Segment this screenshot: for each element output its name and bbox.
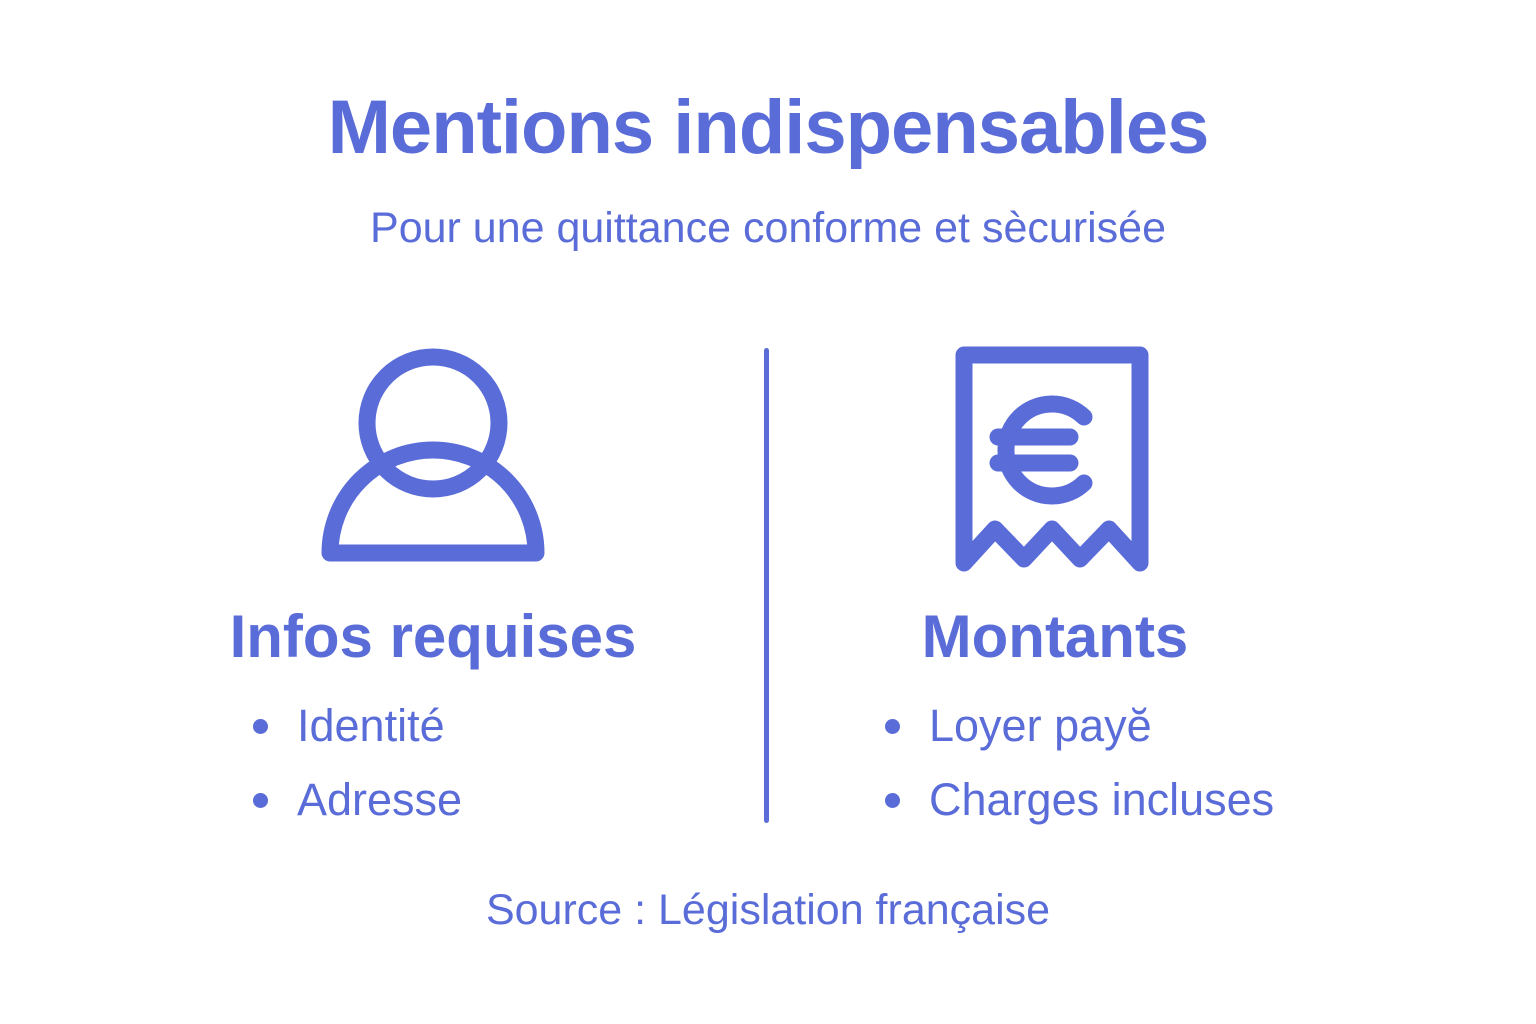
column-divider bbox=[764, 348, 769, 823]
list-item: Adresse bbox=[253, 774, 462, 826]
euro-receipt-icon bbox=[955, 346, 1149, 572]
right-bullet-list: Loyer payĕ Charges incluses bbox=[885, 700, 1274, 826]
person-icon bbox=[321, 348, 545, 562]
list-item: Loyer payĕ bbox=[885, 700, 1274, 752]
bullet-dot bbox=[253, 792, 268, 808]
left-bullet-list: Identité Adresse bbox=[253, 700, 462, 826]
bullet-dot bbox=[885, 718, 900, 734]
list-item: Charges incluses bbox=[885, 774, 1274, 826]
page-subtitle: Pour une quittance conforme et sècurisée bbox=[370, 204, 1166, 252]
bullet-dot bbox=[885, 792, 900, 808]
bullet-dot bbox=[253, 718, 268, 734]
left-column-heading: Infos requises bbox=[229, 603, 637, 670]
list-item-label: Adresse bbox=[297, 774, 463, 825]
list-item-label: Loyer payĕ bbox=[929, 700, 1152, 751]
list-item-label: Identité bbox=[297, 700, 445, 751]
list-item: Identité bbox=[253, 700, 462, 752]
source-note: Source : Législation française bbox=[485, 886, 1051, 934]
page-title: Mentions indispensables bbox=[327, 85, 1210, 170]
right-column-heading: Montants bbox=[921, 603, 1189, 670]
list-item-label: Charges incluses bbox=[929, 774, 1275, 825]
